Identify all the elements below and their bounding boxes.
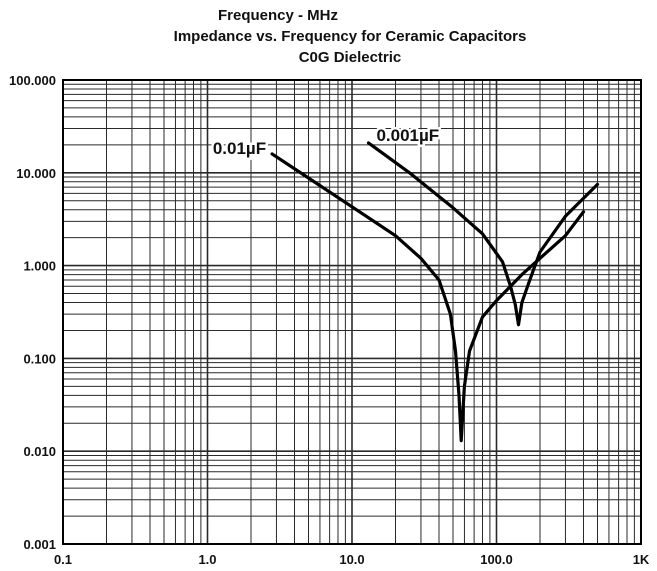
y-tick-label: 10.000 <box>16 166 56 181</box>
chart-title-line-3: C0G Dielectric <box>299 49 402 66</box>
y-tick-label: 100.000 <box>9 73 56 88</box>
series-line-1 <box>366 141 600 327</box>
series-label-1: 0.001µF <box>376 126 439 145</box>
series-label-0: 0.01µF <box>213 139 266 158</box>
y-tick-label: 0.100 <box>23 351 56 366</box>
data-series: 0.01µF 0.001µF <box>210 123 600 443</box>
x-tick-label: 100.0 <box>480 552 513 567</box>
series-line-0 <box>270 152 586 443</box>
y-tick-label: 0.010 <box>23 444 56 459</box>
chart-title-line-2: Impedance vs. Frequency for Ceramic Capa… <box>174 28 527 45</box>
axis-tick-labels: 0.1 1.0 10.0 100.0 1K 100.000 10.000 1.000 0.100… <box>9 73 650 567</box>
x-tick-label: 1K <box>633 552 650 567</box>
chart-titles: Frequency - MHz Impedance vs. Frequency … <box>174 7 527 66</box>
y-tick-label: 0.001 <box>23 537 56 552</box>
chart-title-line-1: Frequency - MHz <box>218 7 338 24</box>
x-tick-label: 10.0 <box>339 552 364 567</box>
y-tick-label: 1.000 <box>23 259 56 274</box>
plot-area-frame <box>62 79 642 545</box>
x-tick-label: 0.1 <box>54 552 72 567</box>
x-tick-label: 1.0 <box>198 552 216 567</box>
chart-grid <box>63 80 641 544</box>
